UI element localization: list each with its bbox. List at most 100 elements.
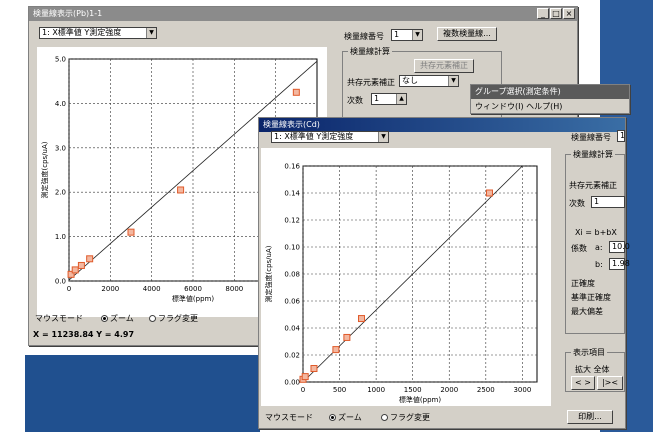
back-zoom-radio[interactable]: ズーム [101, 313, 134, 324]
back-coexist-value: なし [402, 76, 418, 85]
front-zoom-label: ズーム [338, 413, 362, 422]
back-curve-no-select[interactable]: 1 ▼ [391, 29, 423, 41]
spin-icon[interactable]: ▲ [396, 94, 406, 104]
y-tick-label: 2.0 [55, 189, 66, 197]
back-mouse-mode-label: マウスモード [35, 314, 83, 323]
front-calc-group-title: 検量線計算 [571, 149, 615, 160]
radio-icon[interactable] [149, 315, 156, 322]
mid-window-titlebar[interactable]: グループ選択(測定条件) [471, 85, 629, 99]
front-nav-left-button[interactable]: < > [571, 376, 595, 390]
chevron-down-icon[interactable]: ▼ [412, 30, 422, 40]
front-mouse-mode-label: マウスモード [265, 413, 313, 422]
data-point [71, 266, 79, 274]
front-calibration-window[interactable]: 検量線表示(Cd) 1: X標準値 Y測定強度 ▼ 0 500 1000 1500 20… [258, 117, 630, 429]
data-point [67, 270, 75, 278]
front-nav-right-button[interactable]: |>< [597, 376, 623, 390]
back-window-title: 検量線表示(Pb)1-1 [33, 9, 103, 18]
front-coef-b-input[interactable]: 1.98 [609, 258, 630, 270]
front-coef-a-input[interactable]: 10.0 [609, 241, 630, 253]
x-tick-label: 0 [67, 285, 71, 293]
data-point [332, 346, 340, 354]
y-tick-label: 0.16 [284, 163, 300, 171]
radio-checked-icon[interactable] [101, 315, 108, 322]
front-flag-radio[interactable]: フラグ変更 [381, 412, 430, 423]
front-curve-no-value: 1 [620, 131, 625, 140]
front-coef-label: 係数 [571, 244, 587, 253]
x-axis-label: 標準値(ppm) [399, 395, 441, 404]
radio-checked-icon[interactable] [329, 414, 336, 421]
y-tick-label: 5.0 [55, 56, 66, 64]
y-tick-label: 0.14 [284, 190, 300, 198]
y-tick-label: 4.0 [55, 100, 66, 108]
fit-line [302, 165, 523, 383]
chevron-down-icon[interactable]: ▼ [378, 132, 388, 142]
y-tick-label: 0.06 [284, 298, 300, 306]
x-tick-label: 0 [301, 386, 305, 394]
fit-line [68, 60, 318, 281]
front-chart[interactable]: 0 500 1000 1500 2000 2500 3000 0.00 0.02 0.04 0.06… [261, 148, 551, 406]
x-tick-label: 3000 [513, 386, 531, 394]
back-calibration-window[interactable]: 検量線表示(Pb)1-1 × □ _ 1: X標準値 Y測定強度 ▼ 0 2000… [28, 6, 578, 346]
front-corr2-label: 基準正確度 [571, 293, 611, 302]
front-coef-b-label: b: [595, 260, 603, 269]
other-curve-button[interactable]: 複数検量線... [437, 27, 497, 41]
front-axis-select[interactable]: 1: X標準値 Y測定強度 ▼ [271, 131, 389, 143]
front-display-group-title: 表示項目 [571, 347, 607, 358]
print-button[interactable]: 印刷... [567, 410, 613, 424]
data-point [292, 88, 300, 96]
front-corr-label: 正確度 [571, 279, 595, 288]
y-tick-label: 0.04 [284, 325, 300, 333]
data-point [485, 189, 493, 197]
x-tick-label: 500 [333, 386, 346, 394]
y-tick-label: 0.00 [284, 379, 300, 387]
back-calc-group-title: 検量線計算 [348, 46, 392, 57]
mid-window-title: グループ選択(測定条件) [475, 87, 561, 96]
data-point [358, 315, 365, 323]
back-coexist-select[interactable]: なし ▼ [399, 75, 459, 87]
y-tick-label: 1.0 [55, 233, 66, 241]
x-tick-label: 2500 [477, 386, 495, 394]
front-axis-select-value: 1: X標準値 Y測定強度 [274, 132, 354, 141]
back-order-label: 次数 [347, 96, 363, 105]
back-axis-select[interactable]: 1: X標準値 Y測定強度 ▼ [39, 27, 157, 39]
back-window-titlebar[interactable]: 検量線表示(Pb)1-1 × □ _ [29, 7, 577, 21]
front-curve-no-label: 検量線番号 [571, 133, 611, 142]
x-tick-label: 8000 [225, 285, 243, 293]
close-icon[interactable]: × [563, 8, 575, 19]
data-point [343, 333, 351, 341]
x-tick-label: 6000 [184, 285, 202, 293]
front-display-labels: 拡大 全体 [575, 365, 610, 374]
data-point [301, 373, 309, 381]
data-point [310, 365, 318, 372]
back-axis-select-value: 1: X標準値 Y測定強度 [42, 28, 122, 37]
back-order-select[interactable]: 1 ▲ [371, 93, 407, 105]
back-flag-radio[interactable]: フラグ変更 [149, 313, 198, 324]
minimize-icon[interactable]: _ [537, 8, 549, 19]
y-axis-label: 測定強度(cps/uA) [264, 245, 273, 302]
y-tick-label: 0.12 [284, 217, 300, 225]
x-tick-label: 1000 [367, 386, 385, 394]
front-window-titlebar[interactable]: 検量線表示(Cd) [259, 118, 625, 132]
front-order-input[interactable]: 1 [591, 196, 625, 208]
maximize-icon[interactable]: □ [550, 8, 562, 19]
data-point [127, 228, 135, 236]
desktop-background [25, 355, 260, 432]
back-order-value: 1 [374, 94, 380, 103]
chevron-down-icon[interactable]: ▼ [146, 28, 156, 38]
back-coexist-label: 共存元素補正 [347, 78, 395, 87]
group-select-window[interactable]: グループ選択(測定条件) ウィンドウ(I) ヘルプ(H) [470, 84, 630, 114]
back-coords-readout: X = 11238.84 Y = 4.97 [33, 330, 135, 339]
y-tick-label: 0.02 [284, 352, 300, 360]
front-zoom-radio[interactable]: ズーム [329, 412, 362, 423]
y-tick-label: 0.0 [55, 278, 66, 286]
back-curve-no-label: 検量線番号 [344, 32, 384, 41]
mid-window-menu[interactable]: ウィンドウ(I) ヘルプ(H) [475, 102, 563, 111]
back-flag-label: フラグ変更 [158, 314, 198, 323]
x-tick-label: 2000 [440, 386, 458, 394]
coexist-button[interactable]: 共存元素補正 [414, 59, 474, 73]
chevron-down-icon[interactable]: ▼ [448, 76, 458, 86]
y-axis-label: 測定強度(cps/uA) [40, 141, 49, 198]
front-window-title: 検量線表示(Cd) [263, 120, 320, 129]
radio-icon[interactable] [381, 414, 388, 421]
front-curve-no-select[interactable]: 1 [617, 130, 625, 142]
